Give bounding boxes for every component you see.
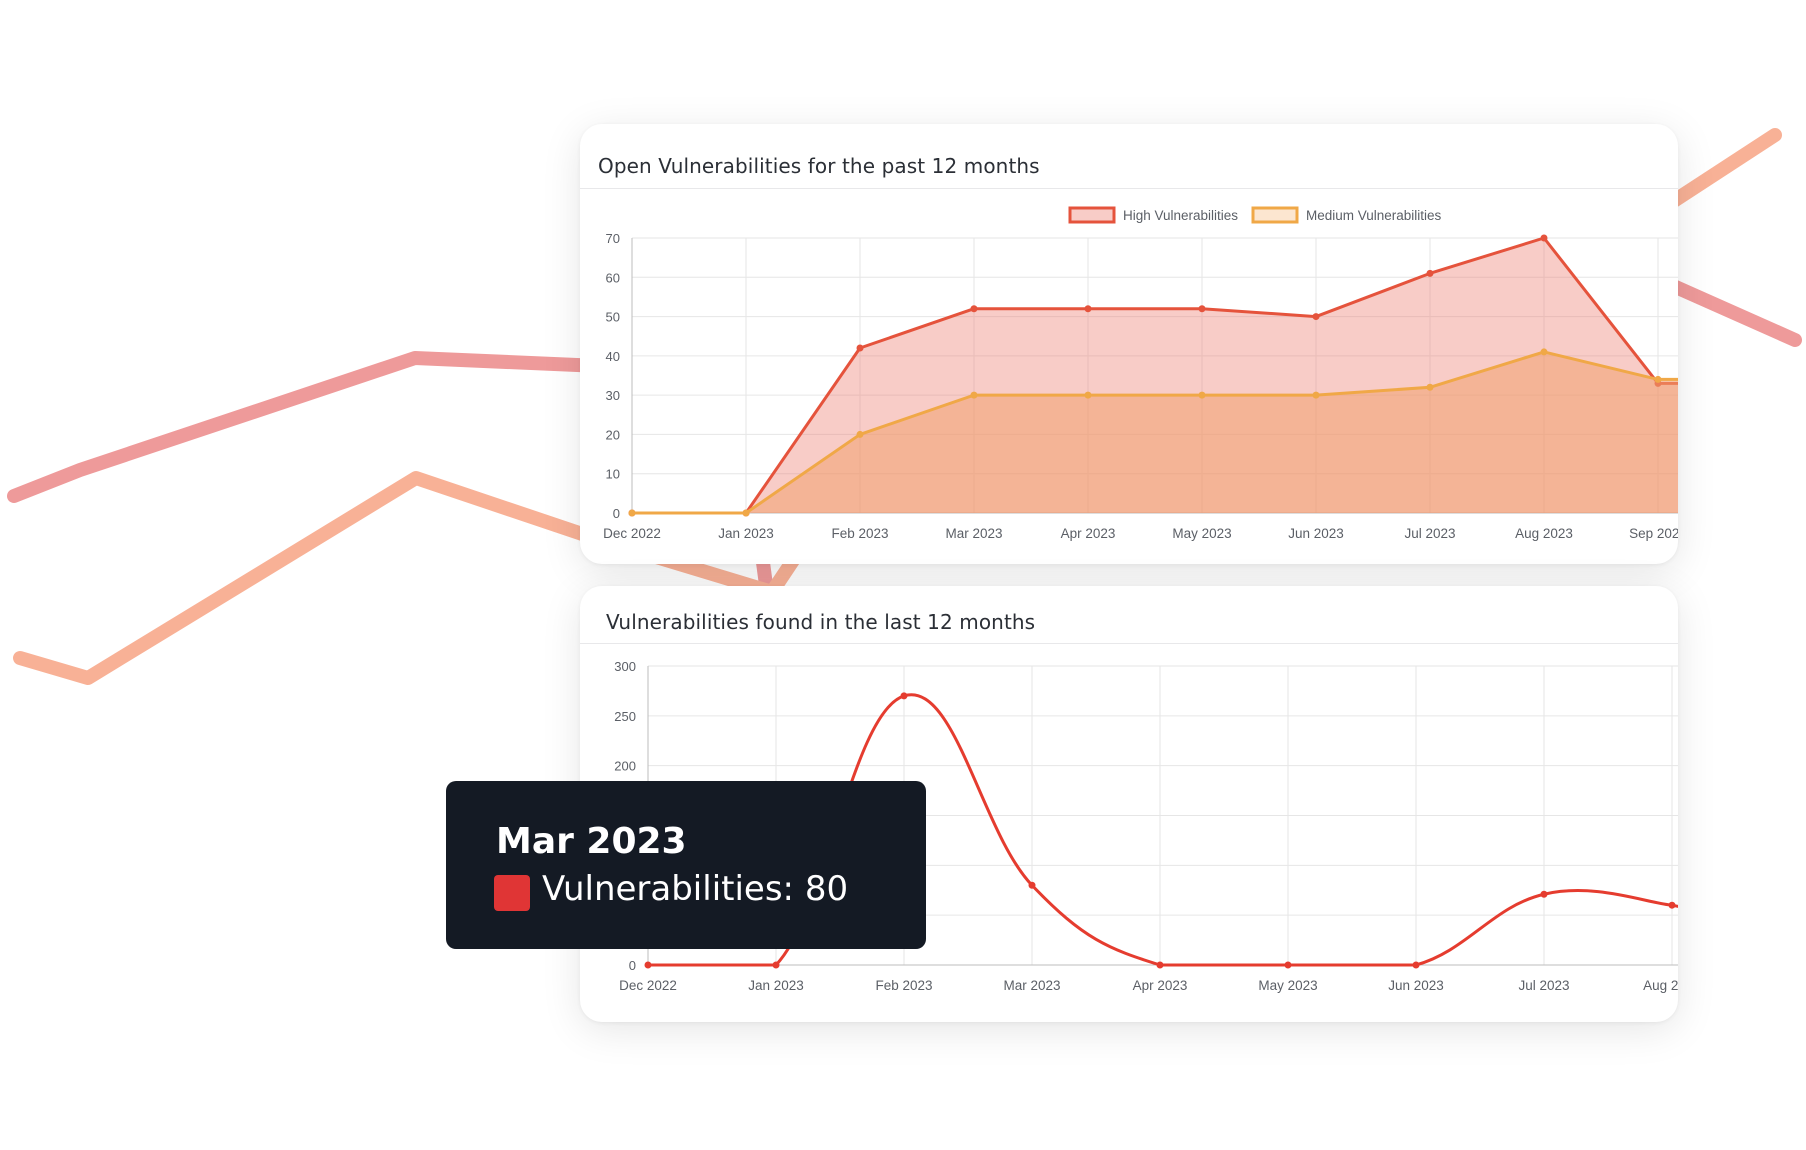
data-point (1198, 305, 1206, 313)
y-tick-label: 30 (606, 388, 620, 403)
open-vulnerabilities-title: Open Vulnerabilities for the past 12 mon… (598, 154, 1040, 178)
x-tick-label: Jan 2023 (718, 526, 774, 541)
x-tick-label: May 2023 (1172, 526, 1231, 541)
vulnerabilities-found-title: Vulnerabilities found in the last 12 mon… (606, 610, 1036, 634)
deco-line-pink-right (1653, 273, 1802, 347)
x-tick-label: Jul 2023 (1518, 978, 1569, 993)
data-point (1084, 305, 1092, 313)
card-divider (580, 643, 1678, 644)
data-point (1540, 234, 1548, 242)
x-tick-label: Mar 2023 (945, 526, 1002, 541)
data-point (1198, 391, 1206, 399)
data-point (970, 391, 978, 399)
data-point (1156, 961, 1164, 969)
x-tick-label: Mar 2023 (1003, 978, 1060, 993)
y-tick-label: 200 (614, 759, 636, 774)
y-tick-label: 0 (629, 958, 636, 973)
legend-swatch-medium (1251, 206, 1299, 224)
data-point (644, 961, 652, 969)
y-tick-label: 250 (614, 709, 636, 724)
data-point (1084, 391, 1092, 399)
chart-tooltip: Mar 2023 Vulnerabilities: 80 (446, 781, 926, 949)
data-point (1668, 901, 1676, 909)
x-tick-label: Apr 2023 (1133, 978, 1188, 993)
data-point (1426, 269, 1434, 277)
data-point (742, 509, 750, 517)
legend-swatch-high (1068, 206, 1116, 224)
data-point (1540, 348, 1548, 356)
data-point (772, 961, 780, 969)
card-divider (580, 188, 1678, 189)
x-tick-label: Jun 2023 (1388, 978, 1444, 993)
data-point (1028, 881, 1036, 889)
data-point (1540, 890, 1548, 898)
data-point (856, 430, 864, 438)
x-tick-label: Dec 2022 (603, 526, 661, 541)
y-tick-label: 20 (606, 427, 620, 442)
y-tick-label: 60 (606, 270, 620, 285)
tooltip-color-swatch (494, 875, 530, 911)
y-tick-label: 70 (606, 231, 620, 246)
x-tick-label: Feb 2023 (831, 526, 888, 541)
x-tick-label: Sep 2023 (1629, 526, 1678, 541)
x-tick-label: Apr 2023 (1061, 526, 1116, 541)
area-medium (632, 351, 1678, 513)
data-point (1412, 961, 1420, 969)
open-vulnerabilities-card: Open Vulnerabilities for the past 12 mon… (580, 124, 1678, 564)
data-point (1312, 313, 1320, 321)
data-point (1284, 961, 1292, 969)
data-point (856, 344, 864, 352)
open-vulnerabilities-chart: 0 10 20 30 40 50 60 70 Dec 2022 Jan 2023 Feb 2023 M… (603, 206, 1678, 541)
legend-label-high: High Vulnerabilities (1123, 208, 1238, 223)
tooltip-title: Mar 2023 (496, 821, 687, 862)
x-tick-label: Aug 2023 (1643, 978, 1678, 993)
y-tick-label: 40 (606, 349, 620, 364)
legend-label-medium: Medium Vulnerabilities (1306, 208, 1442, 223)
data-point (900, 692, 908, 700)
data-point (1654, 375, 1662, 383)
y-tick-label: 0 (613, 506, 620, 521)
data-point (628, 509, 636, 517)
x-tick-label: Jan 2023 (748, 978, 804, 993)
data-point (970, 305, 978, 313)
x-tick-label: Aug 2023 (1515, 526, 1573, 541)
deco-line-salmon (13, 471, 827, 685)
data-point (1312, 391, 1320, 399)
x-tick-label: Jun 2023 (1288, 526, 1344, 541)
y-tick-label: 50 (606, 310, 620, 325)
x-tick-label: Feb 2023 (875, 978, 932, 993)
tooltip-value: Vulnerabilities: 80 (542, 869, 849, 909)
x-tick-label: Jul 2023 (1404, 526, 1455, 541)
y-tick-label: 300 (614, 659, 636, 674)
y-tick-label: 10 (606, 467, 620, 482)
x-tick-label: Dec 2022 (619, 978, 677, 993)
x-tick-label: May 2023 (1258, 978, 1317, 993)
chart-legend: High Vulnerabilities Medium Vulnerabiliti… (1068, 206, 1442, 224)
data-point (1426, 383, 1434, 391)
deco-line-salmon-right (1653, 128, 1782, 217)
